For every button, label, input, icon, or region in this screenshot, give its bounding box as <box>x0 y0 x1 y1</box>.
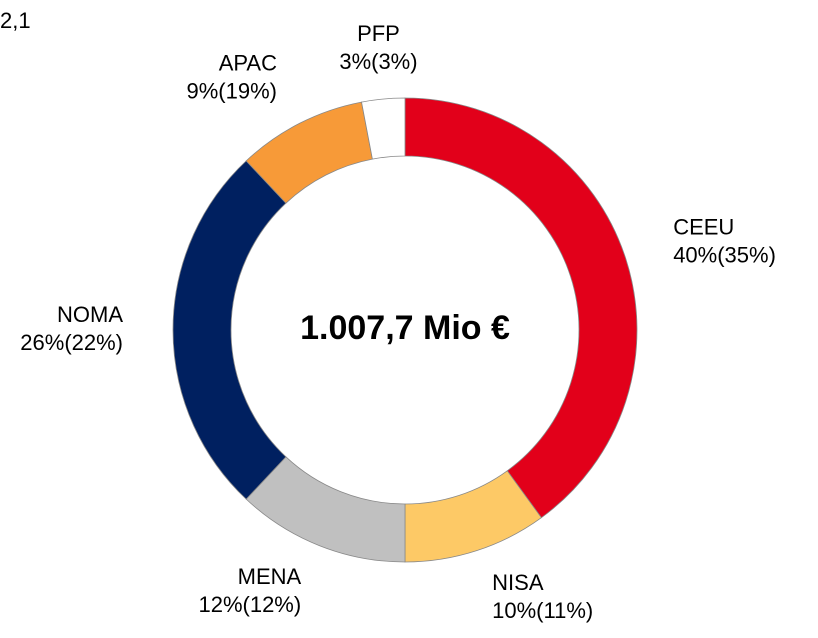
value-label: 12%(12%) <box>198 592 301 617</box>
donut-segment <box>361 97 406 160</box>
value-label: 10%(11%) <box>492 598 593 623</box>
donut-segment <box>172 160 287 500</box>
value-label: 9%(19%) <box>186 79 276 104</box>
center-label: 1.007,7 Mio € <box>300 309 510 347</box>
category-label: NOMA <box>57 302 123 327</box>
category-label: PFP <box>357 21 400 46</box>
value-label: 3%(3%) <box>339 49 417 74</box>
category-label: MENA <box>238 564 302 589</box>
note: 2,1 <box>0 8 31 33</box>
category-label: NISA <box>492 570 544 595</box>
value-label: 40%(35%) <box>673 243 776 268</box>
value-label: 26%(22%) <box>20 330 123 355</box>
donut-segment <box>404 97 638 519</box>
category-label: APAC <box>219 51 277 76</box>
category-label: CEEU <box>673 215 734 240</box>
